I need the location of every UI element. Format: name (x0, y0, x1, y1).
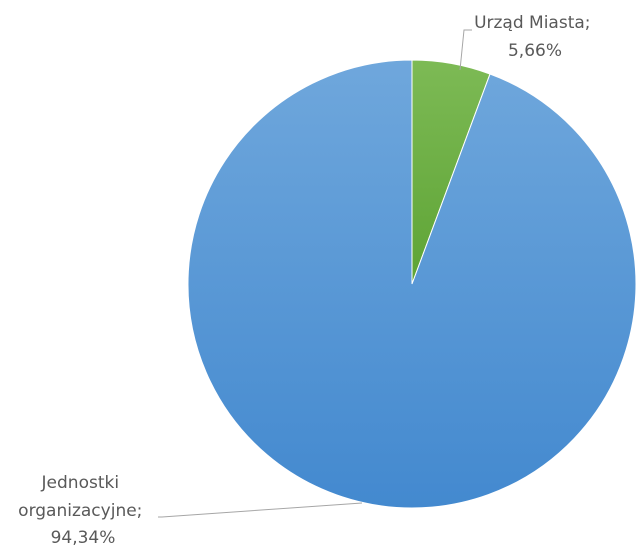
pie-slices (187, 59, 637, 509)
label-line: Urząd Miasta; (474, 13, 590, 33)
pie-slice-jednostki-organizacyjne (187, 59, 637, 509)
leader-line-jednostki (158, 502, 363, 518)
data-label-urzad-miasta: Urząd Miasta; 5,66% (474, 13, 596, 61)
label-line: Jednostki (41, 473, 120, 493)
leader-line-urzad-miasta (459, 29, 472, 71)
data-labels: Urząd Miasta; 5,66% Jednostki organizacy… (18, 13, 596, 548)
data-label-jednostki-organizacyjne: Jednostki organizacyjne; 94,34% (18, 473, 148, 548)
label-line: organizacyjne; (18, 501, 142, 521)
label-line: 94,34% (51, 528, 116, 548)
label-line: 5,66% (508, 41, 562, 61)
